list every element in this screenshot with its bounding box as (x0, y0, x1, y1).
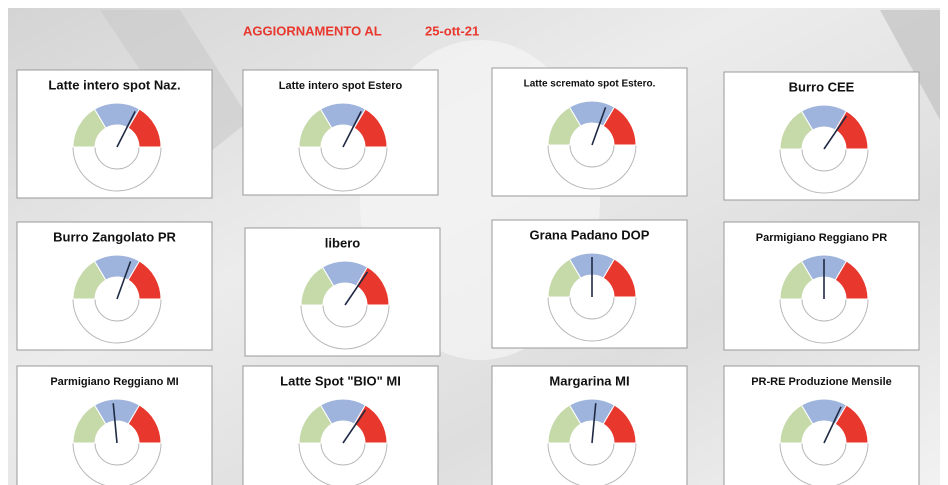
gauge-title: Margarina MI (549, 373, 629, 388)
gauge-title: Burro CEE (789, 79, 855, 94)
dashboard: AGGIORNAMENTO AL 25-ott-21 Latte intero … (0, 0, 948, 485)
gauge-title: Latte Spot "BIO" MI (280, 373, 401, 388)
page: AGGIORNAMENTO AL 25-ott-21 Latte intero … (0, 0, 948, 485)
gauge-title: Burro Zangolato PR (53, 229, 176, 244)
header-title: AGGIORNAMENTO AL (243, 23, 382, 38)
gauge-title: Latte scremato spot Estero. (524, 79, 656, 90)
gauge-title: PR-RE Produzione Mensile (751, 376, 892, 388)
header-date: 25-ott-21 (425, 23, 479, 38)
gauge-title: Parmigiano Reggiano MI (50, 376, 178, 388)
gauge-title: Parmigiano Reggiano PR (756, 232, 887, 244)
gauge-title: Latte intero spot Naz. (48, 77, 180, 92)
gauge-title: Latte intero spot Estero (279, 80, 403, 92)
top-strip (320, 0, 880, 8)
gauge-title: Grana Padano DOP (530, 227, 650, 242)
gauge-title: libero (325, 235, 360, 250)
